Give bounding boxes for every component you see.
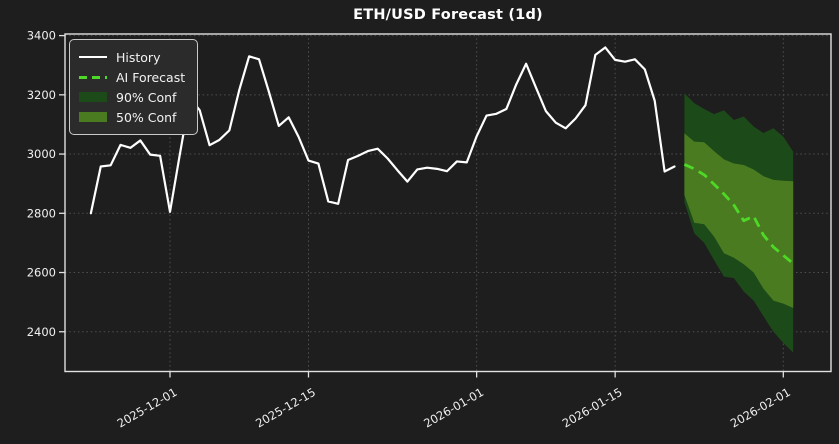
y-tick-label: 3200 — [27, 88, 56, 102]
legend-label: 50% Conf — [116, 109, 177, 125]
y-tick-label: 2800 — [27, 206, 56, 220]
legend-item-history: History — [79, 47, 185, 67]
legend: History AI Forecast 90% Conf 50% Conf — [69, 39, 199, 135]
legend-label: History — [116, 49, 161, 65]
y-tick-label: 2400 — [27, 325, 56, 339]
x-tick-label: 2026-01-01 — [421, 385, 486, 431]
x-tick-label: 2026-01-15 — [560, 385, 625, 431]
legend-label: 90% Conf — [116, 89, 177, 105]
legend-item-ai-forecast: AI Forecast — [79, 67, 185, 87]
confidence-band-50 — [684, 133, 794, 309]
chart-title: ETH/USD Forecast (1d) — [353, 7, 543, 23]
legend-swatch-line — [79, 55, 107, 59]
x-tick-label: 2026-02-01 — [728, 385, 793, 431]
axes-spines — [64, 33, 832, 373]
legend-label: AI Forecast — [116, 69, 186, 85]
legend-item-90-conf: 90% Conf — [79, 87, 185, 107]
legend-swatch-dashed — [79, 75, 107, 79]
x-tick-label: 2025-12-01 — [115, 385, 180, 431]
legend-swatch-patch — [79, 112, 107, 122]
y-tick-label: 3000 — [27, 147, 56, 161]
forecast-line — [683, 163, 795, 265]
legend-swatch-patch — [79, 92, 107, 102]
y-tick-label: 2600 — [27, 266, 56, 280]
y-tick-label: 3400 — [27, 29, 56, 43]
legend-item-50-conf: 50% Conf — [79, 107, 185, 127]
x-tick-label: 2025-12-15 — [253, 385, 318, 431]
